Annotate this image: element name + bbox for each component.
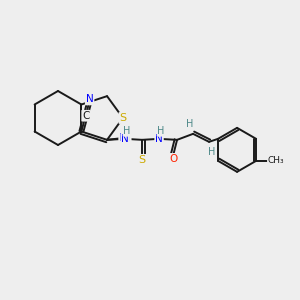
Text: H: H (186, 119, 194, 129)
Text: S: S (139, 155, 145, 165)
Text: N: N (155, 134, 163, 144)
Text: H: H (158, 126, 165, 136)
Text: O: O (169, 154, 177, 164)
Text: N: N (86, 94, 94, 104)
Text: H: H (123, 126, 131, 136)
Text: C: C (82, 111, 90, 121)
Text: H: H (123, 133, 131, 143)
Text: CH₃: CH₃ (268, 156, 284, 165)
Text: N: N (119, 133, 127, 143)
Text: N: N (121, 134, 129, 144)
Text: H: H (208, 147, 216, 157)
Text: S: S (119, 113, 127, 123)
